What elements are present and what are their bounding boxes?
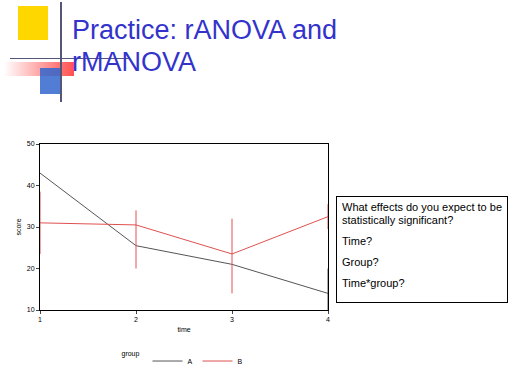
svg-text:30: 30 <box>27 223 35 230</box>
svg-text:2: 2 <box>134 316 138 323</box>
svg-text:score: score <box>15 218 22 235</box>
svg-text:A: A <box>188 358 193 365</box>
svg-text:10: 10 <box>27 306 35 313</box>
svg-text:1: 1 <box>38 316 42 323</box>
svg-text:50: 50 <box>27 140 35 147</box>
html-text:Time?: Time? <box>342 235 373 247</box>
html-text:Time*group?: Time*group? <box>342 277 405 289</box>
svg-text:3: 3 <box>230 316 234 323</box>
html-text:Practice: rANOVA and rMANOVA: Practice: rANOVA and rMANOVA <box>72 15 338 77</box>
svg-text:4: 4 <box>326 316 330 323</box>
svg-text:20: 20 <box>27 265 35 272</box>
svg-text:group: group <box>122 350 140 358</box>
svg-text:B: B <box>238 358 243 365</box>
html-text:What effects do you expect to: What effects do you expect to be statist… <box>342 201 502 226</box>
svg-text:40: 40 <box>27 182 35 189</box>
svg-text:time: time <box>177 326 190 333</box>
html-text:Group?: Group? <box>342 256 379 268</box>
